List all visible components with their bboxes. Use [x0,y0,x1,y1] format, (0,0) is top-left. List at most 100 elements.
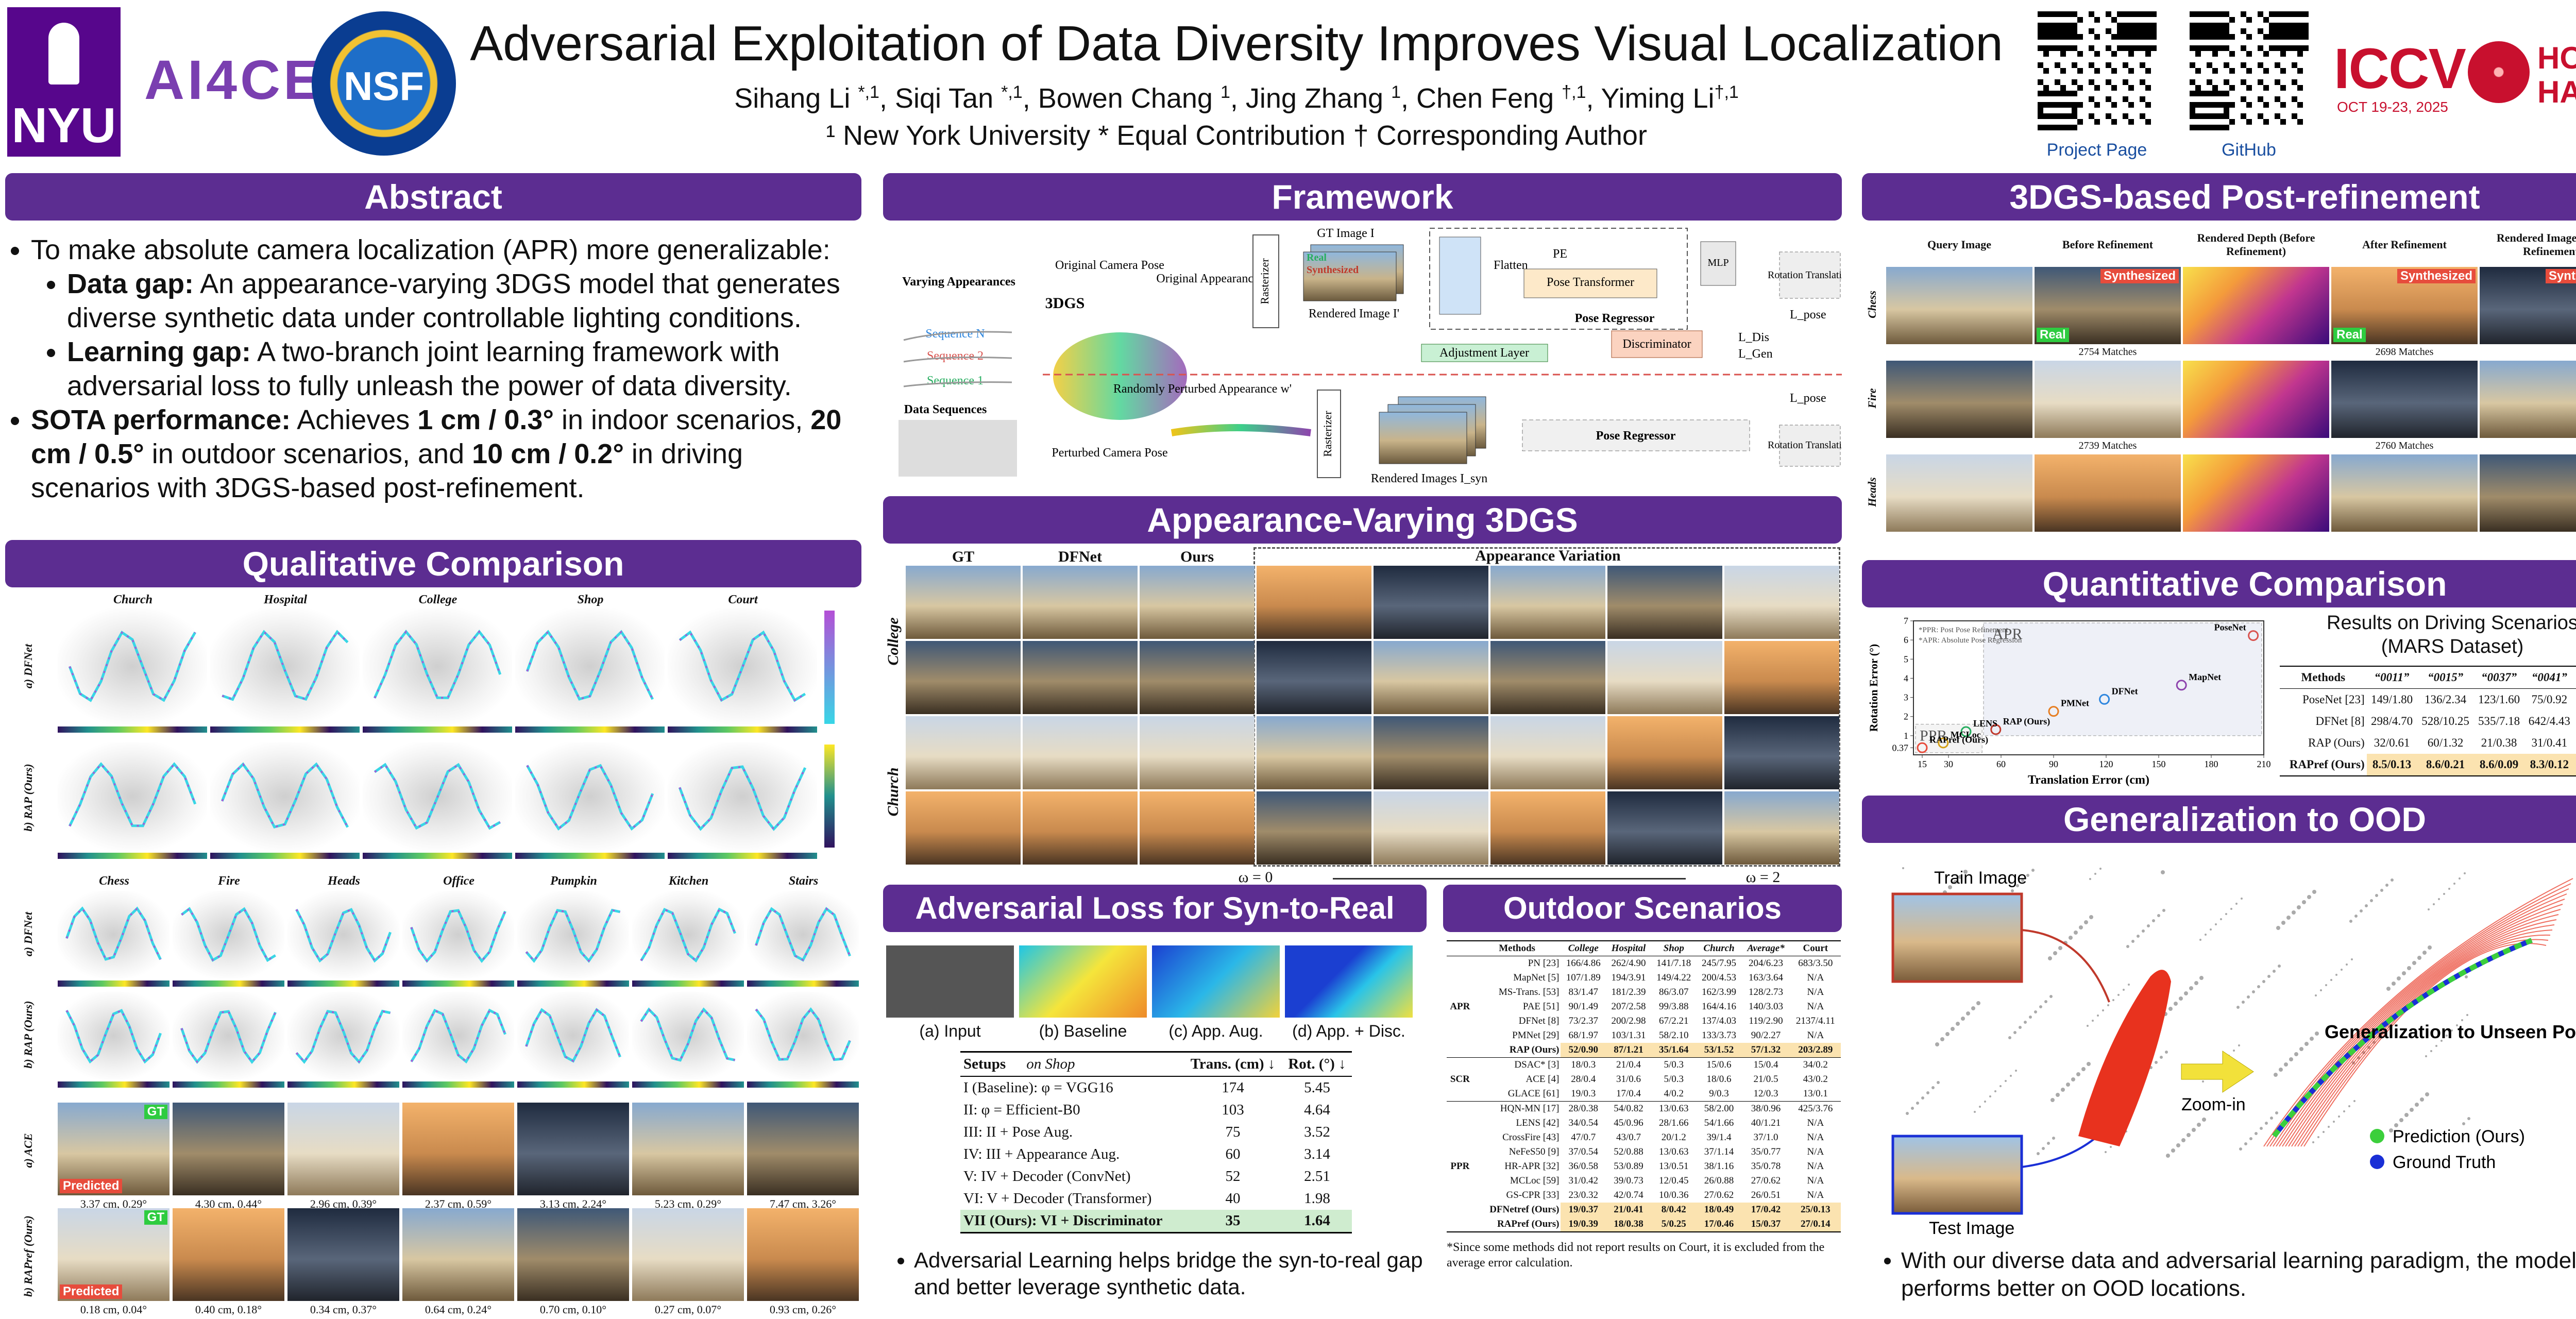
qr-module [2207,62,2212,68]
photo [747,1208,859,1301]
cell: 38/1.16 [1704,1161,1734,1172]
cell: 5/0.3 [1664,1074,1684,1085]
row-label: b) RAP (Ours) [22,1001,35,1069]
point [2176,680,2187,691]
qr-module [2038,102,2043,108]
qr-module [2038,28,2043,34]
link-label[interactable]: Project Page [2046,140,2147,160]
qr-module [2190,45,2195,51]
qr-module [2286,23,2292,28]
map-point [2087,1062,2091,1066]
iccv-text: ICCV [2334,37,2466,100]
map-point [2260,1127,2263,1130]
header-cell: Rot. (°) ↓ [1288,1056,1346,1072]
cell: 8.6/0.09 [2473,754,2524,776]
iccv-place: HONOLULU HAWAII [2537,41,2576,109]
heatmap [1285,945,1413,1018]
qr-module [2089,96,2094,102]
qr-module [2218,113,2224,119]
error-colorbar [824,611,835,724]
trajectory-line [640,1007,736,1062]
cell: 200/2.98 [1611,1016,1646,1026]
qr-module [2297,102,2303,108]
map-point [1966,1011,1970,1016]
point-label: PMNet [2061,698,2089,708]
qr-code[interactable] [2038,11,2157,130]
cell: N/A [1807,1190,1824,1200]
label: Rotation Translation [1768,439,1842,451]
qr-module [2207,28,2212,34]
map-point [2464,872,2466,874]
qr-module [2123,96,2128,102]
trajectory-error [755,907,851,961]
photo [2183,454,2329,532]
qr-module [2140,23,2145,28]
trajectory [68,762,197,827]
qr-code[interactable] [2190,11,2309,130]
map-point [2021,879,2024,882]
cell: 26/0.88 [1704,1175,1734,1186]
photo [1257,641,1371,714]
flow-arrow [1171,424,1311,436]
qr-module [2212,23,2218,28]
qr-module [2043,51,2049,57]
qr-module [2077,34,2083,40]
cell: VII (Ours): VI + Discriminator [963,1212,1163,1229]
map-point [2050,1098,2055,1102]
trajectory-error [65,907,161,960]
map-point [2446,1035,2448,1037]
qr-module [2195,28,2201,34]
qr-module [2111,102,2117,108]
map-point [2042,1147,2045,1150]
pred-tag: Predicted [60,1179,123,1193]
error-caption: 5.23 cm, 0.29° [654,1197,722,1210]
qr-module [2207,125,2212,130]
colorbar [668,853,817,859]
qr-module [2212,28,2218,34]
map-point [2257,985,2260,988]
qr-module [2246,17,2252,23]
error-caption: 7.47 cm, 3.26° [769,1197,837,1210]
qr-module [2258,113,2263,119]
qr-module [2140,62,2145,68]
qr-module [2055,62,2060,68]
point-label: RAPref (Ours) [1929,734,1988,745]
trajectory-error [526,630,654,700]
qr-module [2055,11,2060,17]
map-point [2467,1117,2470,1120]
point-label: LENS [1973,718,1997,729]
qr-module [2111,119,2117,125]
qr-module [2263,119,2269,125]
cell: 23/0.32 [1568,1190,1599,1200]
cell: 42/0.74 [1614,1190,1643,1200]
header-row: Methods“0011”“0015”“0037”“0041”Average [2280,666,2576,689]
cell: 1.98 [1304,1190,1330,1207]
colorbar [632,1081,744,1088]
caption: (b) Baseline [1039,1022,1127,1040]
qr-module [2229,17,2235,23]
point-cloud [58,891,170,978]
map-point [2453,883,2455,885]
qr-module [2207,102,2212,108]
cell: 245/7.95 [1701,958,1737,969]
column-label: Before Refinement [2062,238,2154,251]
cell: 25/0.13 [1790,1203,1841,1217]
map-point [1948,885,1952,889]
cell: RAP (Ours) [2308,736,2365,749]
link-label[interactable]: GitHub [2222,140,2276,160]
qr-module [2275,28,2280,34]
trajectory-error [374,630,501,699]
colorbar [287,980,399,987]
point-cloud [287,992,399,1079]
qr-module [2060,11,2066,17]
trajectory-error [66,1009,162,1063]
map-point [2102,1009,2104,1011]
photo [2480,454,2576,532]
map-point [2249,1137,2252,1140]
table-row: RAPref (Ours) 19/0.39 18/0.38 5/0.25 17/0.46… [1447,1217,1841,1232]
cell: 298/4.70 [2370,715,2413,728]
qr-module [2089,11,2094,17]
trajectory-error [640,908,736,962]
qr-module [2055,28,2060,34]
point-cloud [632,992,744,1079]
